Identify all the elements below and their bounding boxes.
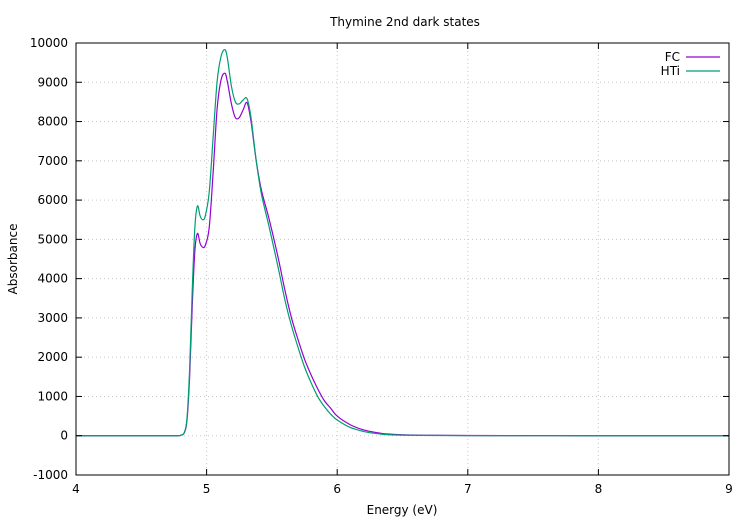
y-tick-label: -1000: [33, 468, 68, 482]
y-tick-label: 5000: [37, 232, 68, 246]
grid: [76, 43, 729, 475]
y-tick-label: 8000: [37, 115, 68, 129]
y-axis-title: Absorbance: [6, 224, 20, 295]
y-tick-label: 7000: [37, 154, 68, 168]
x-tick-label: 4: [72, 482, 80, 496]
ticks: 4 5 6 7 8 9 -1000 0 1000 2000 3000 4000 5000 6000 7000…: [30, 36, 733, 496]
x-tick-label: 5: [203, 482, 211, 496]
x-axis-title: Energy (eV): [367, 503, 438, 517]
y-tick-label: 9000: [37, 75, 68, 89]
y-tick-label: 6000: [37, 193, 68, 207]
plot-frame: [75, 42, 730, 476]
legend-label-fc: FC: [665, 50, 680, 64]
y-tick-label: 3000: [37, 311, 68, 325]
x-tick-label: 9: [725, 482, 733, 496]
chart-title: Thymine 2nd dark states: [329, 15, 480, 29]
series-line-hti: [76, 49, 730, 437]
series-line-fc: [76, 72, 730, 437]
series-layer: [76, 49, 730, 437]
legend-label-hti: HTi: [661, 64, 680, 78]
y-tick-label: 4000: [37, 272, 68, 286]
y-tick-label: 10000: [30, 36, 68, 50]
x-tick-label: 6: [333, 482, 341, 496]
y-tick-label: 2000: [37, 350, 68, 364]
x-tick-label: 8: [595, 482, 603, 496]
y-tick-label: 1000: [37, 389, 68, 403]
y-tick-label: 0: [60, 429, 68, 443]
x-tick-label: 7: [464, 482, 472, 496]
